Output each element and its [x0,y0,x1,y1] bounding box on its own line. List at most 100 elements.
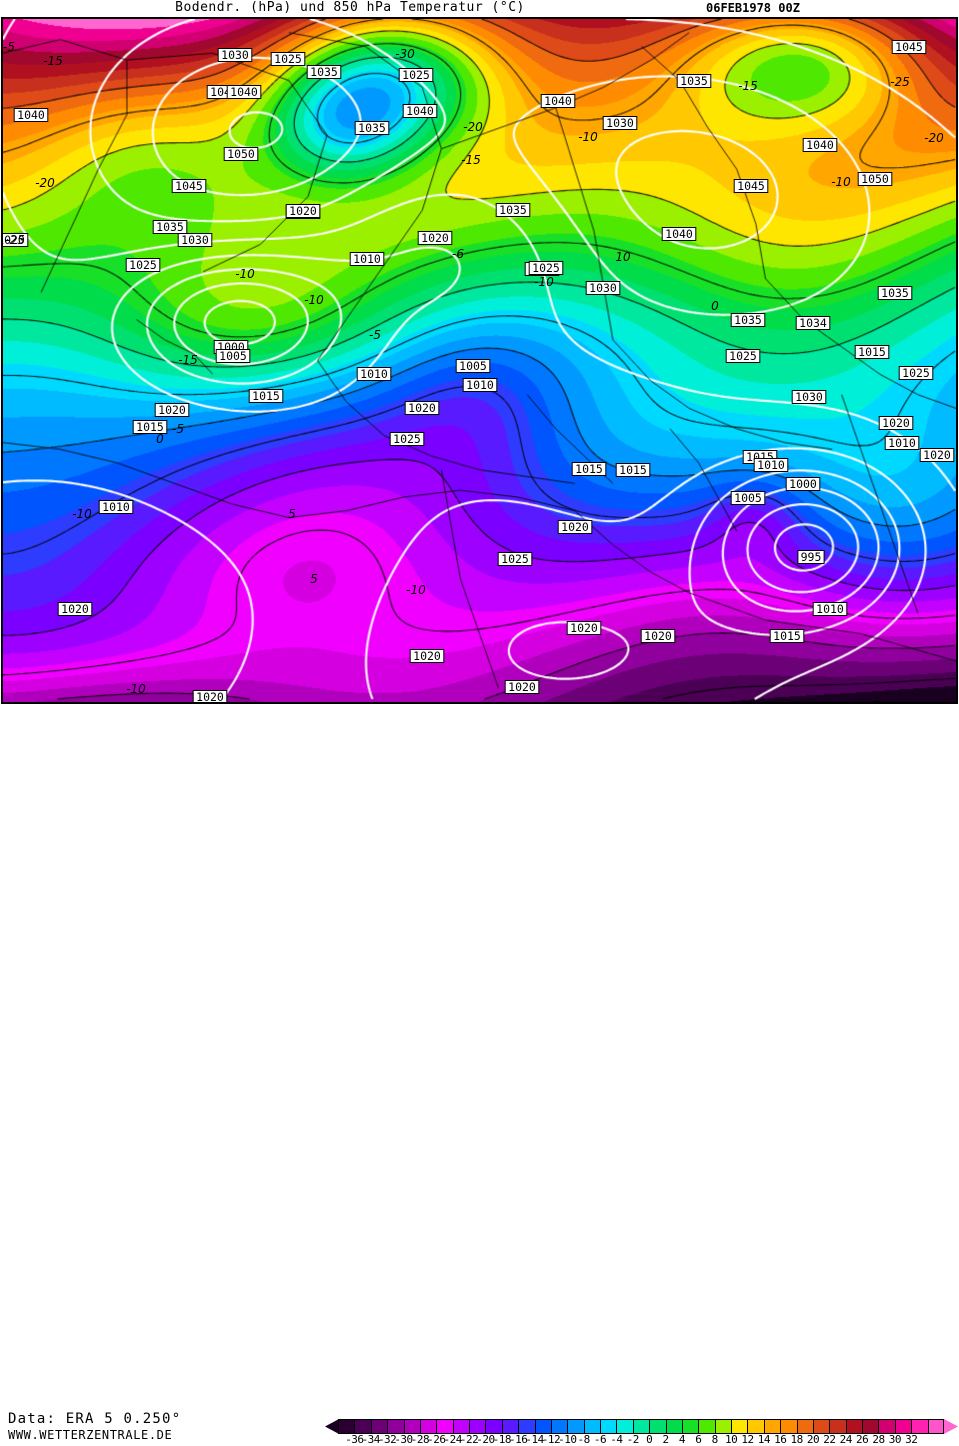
colorbar-tick-labels: -36 -34 -32 -30 -28 -26 -24 -22 -20 -18 -16 -14 -12-… [325,1434,959,1445]
isotherm-label: -15 [43,54,63,68]
colorbar-swatch [485,1419,502,1434]
isobar-label: 1010 [753,458,789,472]
colorbar-tick: -6 [593,1433,607,1446]
colorbar-tick: 24 [839,1433,853,1446]
isobar-label: 1010 [356,367,392,381]
colorbar-swatches [338,1419,944,1434]
svg-text:1020: 1020 [508,680,536,694]
colorbar-swatch [632,1419,650,1434]
colorbar-tick: -8 [577,1433,591,1446]
svg-text:1000: 1000 [789,477,817,491]
isobar-label: 1020 [285,204,321,218]
isobar-label: 1015 [248,389,284,403]
isotherm-label: -10 [831,175,851,189]
colorbar-swatch [501,1419,519,1434]
colorbar-high-cap [944,1419,958,1434]
forecast-timestamp: 06FEB1978 00Z [706,1,800,15]
isotherm-label: 5 [288,507,296,521]
isobar-label: 1040 [802,138,838,152]
svg-text:1005: 1005 [734,491,762,505]
isotherm-label: -5 [172,422,184,436]
isobar-label: 1005 [215,349,251,363]
svg-text:-5: -5 [172,422,184,436]
svg-text:-25: -25 [890,75,910,89]
isobar-label: 1015 [854,345,890,359]
isotherm-label: -10 [534,275,554,289]
isobar-label: 1025 [389,432,425,446]
colorbar-tick: 4 [678,1433,686,1446]
isobar-label: 1025 [528,261,564,275]
isobar-label: 1020 [3,233,29,247]
isotherm-label: 5 [310,572,318,586]
isobar-label: 1015 [571,462,607,476]
colorbar-swatch [911,1419,928,1434]
colorbar-swatch [600,1419,617,1434]
svg-text:1005: 1005 [459,359,487,373]
isotherm-label: -6 [452,247,464,261]
svg-text:-6: -6 [452,247,464,261]
isobar-label: 1000 [785,477,821,491]
colorbar-swatch [780,1419,797,1434]
svg-text:1035: 1035 [358,121,386,135]
svg-text:1045: 1045 [175,179,203,193]
isotherm-label: 10 [615,250,631,264]
isotherm-label: -10 [126,682,146,696]
isobar-label: 1040 [540,94,576,108]
isobar-label: 1030 [217,48,253,62]
colorbar-swatch [829,1419,846,1434]
isobar-label: 1040 [402,104,438,118]
map-contour-overlay: 1030 1025 1045 1035 1040 1035 1045 1040 1040 1030… [3,40,955,704]
isobar-label: 1040 [13,108,49,122]
svg-text:1020: 1020 [158,403,186,417]
colorbar-tick: 30 [888,1433,902,1446]
temperature-colorbar[interactable]: -36 -34 -32 -30 -28 -26 -24 -22 -20 -18 -16 -14 -12-… [325,1418,959,1445]
weather-map[interactable]: 1030 1025 1045 1035 1040 1035 1045 1040 1040 1030… [1,17,958,704]
svg-text:1015: 1015 [619,463,647,477]
colorbar-tick: 32 [905,1433,918,1446]
isobar-label: 1035 [354,121,390,135]
colorbar-tick: 22 [823,1433,836,1446]
svg-text:1040: 1040 [17,108,45,122]
isotherm-label: -10 [304,293,324,307]
isobar-label: 1010 [462,378,498,392]
isobar-label: 1035 [877,286,913,300]
colorbar-swatch [812,1419,830,1434]
colorbar-tick: 10 [724,1433,738,1446]
isobar-label: 1010 [349,252,385,266]
colorbar-tick: 14 [757,1433,771,1446]
svg-text:1025: 1025 [501,552,529,566]
svg-text:1050: 1050 [861,172,889,186]
svg-text:-5: -5 [3,40,15,54]
isobar-label: 1020 [919,448,955,462]
svg-text:-20: -20 [924,131,944,145]
isotherm-label: -10 [72,507,92,521]
colorbar-swatch [747,1419,764,1434]
svg-text:1045: 1045 [895,40,923,54]
colorbar-tick: 8 [711,1433,719,1446]
svg-text:1020: 1020 [421,231,449,245]
svg-text:1020: 1020 [3,233,25,247]
isotherm-label: -20 [924,131,944,145]
isobar-label: 1034 [795,316,831,330]
colorbar-swatch [862,1419,879,1434]
svg-text:-5: -5 [369,328,381,342]
svg-text:1010: 1010 [816,602,844,616]
colorbar-tick: -4 [610,1433,623,1446]
colorbar-swatch [649,1419,666,1434]
svg-text:1030: 1030 [795,390,823,404]
isobar-label: 1025 [497,552,533,566]
colorbar-tick: 2 [662,1433,670,1446]
isotherm-label: -20 [463,120,483,134]
svg-text:1035: 1035 [680,74,708,88]
colorbar-swatch [714,1419,731,1434]
isotherm-label: -10 [578,130,598,144]
isobar-label: 1010 [812,602,848,616]
svg-text:-10: -10 [831,175,851,189]
svg-text:1020: 1020 [196,690,224,704]
isobar-label: 1035 [152,220,188,234]
svg-text:1025: 1025 [393,432,421,446]
svg-text:1025: 1025 [274,52,302,66]
svg-text:1020: 1020 [644,629,672,643]
svg-text:5: 5 [310,572,318,586]
svg-text:0: 0 [711,299,719,313]
